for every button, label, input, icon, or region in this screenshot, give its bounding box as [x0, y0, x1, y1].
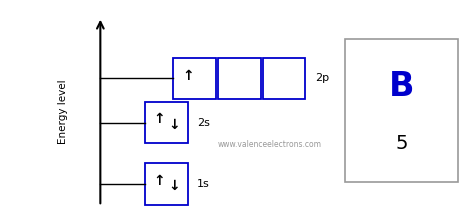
Text: ↓: ↓	[168, 179, 180, 193]
Bar	[263, 58, 305, 99]
Bar	[173, 58, 216, 99]
Text: 1s: 1s	[197, 179, 210, 189]
Text: 2p: 2p	[315, 73, 329, 83]
Text: ↓: ↓	[168, 118, 180, 132]
Text: ↑: ↑	[182, 69, 194, 83]
Text: 5: 5	[396, 134, 408, 153]
Bar	[218, 58, 261, 99]
Text: Energy level: Energy level	[58, 79, 68, 144]
Text: ↑: ↑	[153, 112, 164, 126]
Bar	[346, 39, 458, 182]
Text: www.valenceelectrons.com: www.valenceelectrons.com	[218, 140, 322, 149]
Text: B: B	[389, 70, 415, 103]
Text: 2s: 2s	[197, 118, 210, 128]
Bar	[145, 102, 188, 143]
Bar	[145, 163, 188, 205]
Text: ↑: ↑	[153, 174, 164, 188]
